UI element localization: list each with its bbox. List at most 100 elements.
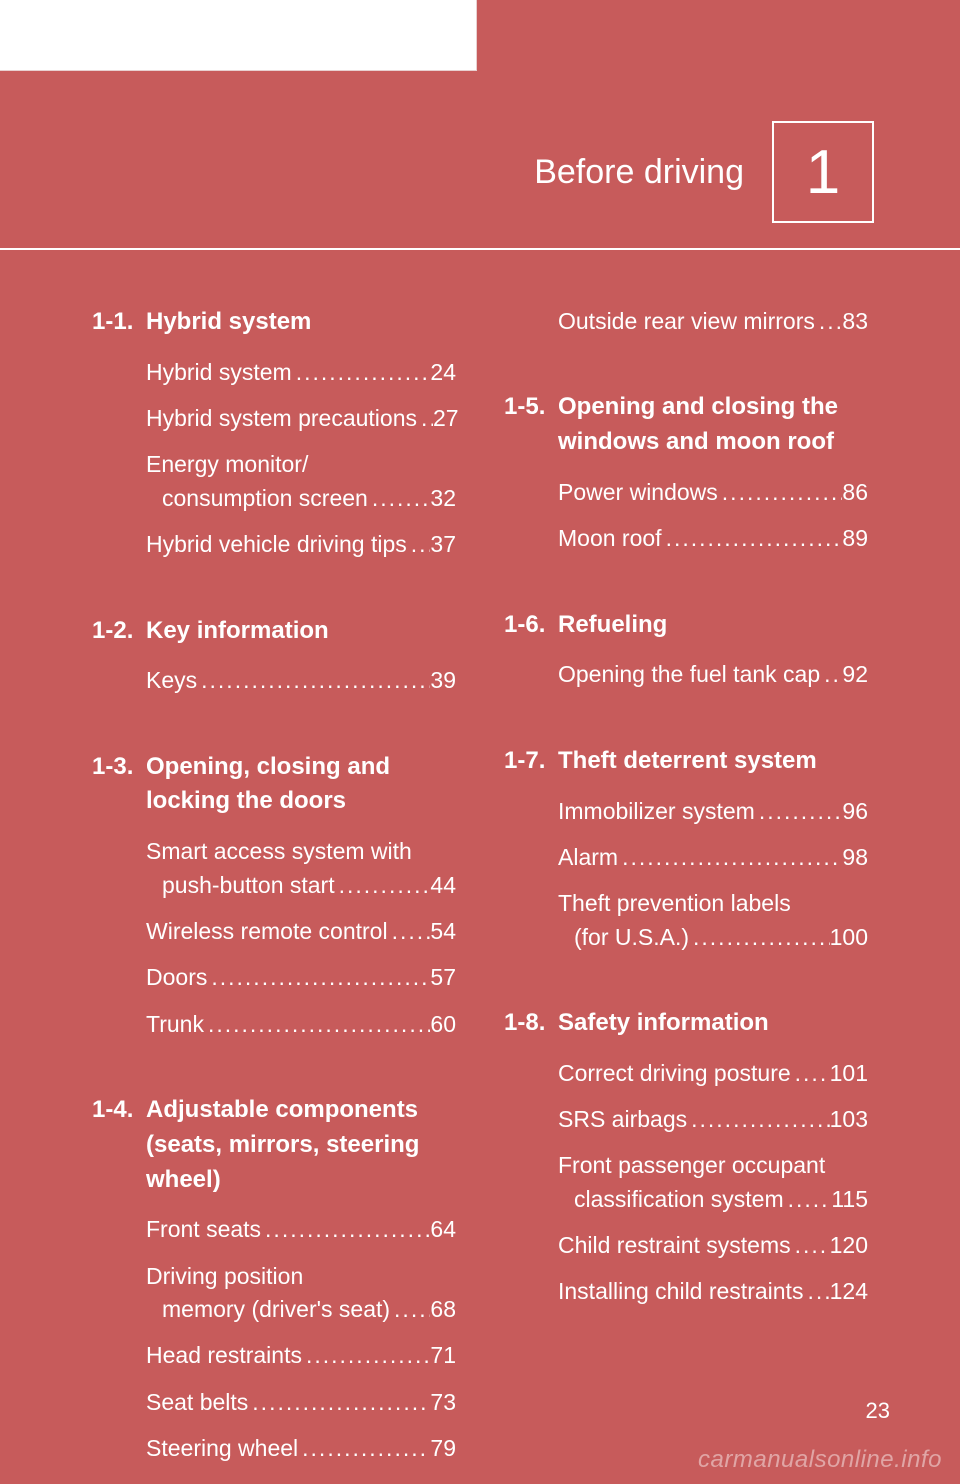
entry-label: consumption screen xyxy=(146,482,368,515)
section-entries: Opening the fuel tank cap...............… xyxy=(504,658,868,691)
section-entries: Outside rear view mirrors...............… xyxy=(504,305,868,338)
entry-label: Theft prevention labels xyxy=(558,887,791,920)
entry-page: 100 xyxy=(830,921,868,954)
entry-line: Hybrid system precautions...............… xyxy=(146,402,456,435)
section-heading: 1-4.Adjustable components (seats, mirror… xyxy=(92,1093,456,1197)
entry-page: 96 xyxy=(842,795,868,828)
entry-line: Hybrid vehicle driving tips.............… xyxy=(146,528,456,561)
toc-section: 1-7.Theft deterrent system Immobilizer sy… xyxy=(504,744,868,954)
tab-cutout xyxy=(0,0,477,71)
toc-entry: Inside rear view mirror.................… xyxy=(146,1478,456,1484)
toc-section: Outside rear view mirrors...............… xyxy=(504,305,868,338)
entry-page: 115 xyxy=(831,1183,868,1216)
entry-line: Immobilizer system......................… xyxy=(558,795,868,828)
section-heading: 1-2.Key information xyxy=(92,614,456,649)
entry-line: consumption screen......................… xyxy=(146,482,456,515)
toc-entry: Child restraint systems.................… xyxy=(558,1229,868,1262)
section-number: 1-7. xyxy=(504,744,558,779)
toc-entry: Keys....................................… xyxy=(146,664,456,697)
watermark: carmanualsonline.info xyxy=(698,1446,942,1474)
entry-label: Child restraint systems xyxy=(558,1229,791,1262)
entry-page: 81 xyxy=(430,1478,456,1484)
toc-section: 1-2.Key information Keys.................… xyxy=(92,614,456,698)
chapter-title: Before driving xyxy=(534,153,744,192)
toc-section: 1-5.Opening and closing the windows and … xyxy=(504,390,868,555)
entry-line: Wireless remote control.................… xyxy=(146,915,456,948)
chapter-header: Before driving 1 xyxy=(86,123,874,221)
section-number: 1-2. xyxy=(92,614,146,649)
entry-page: 39 xyxy=(430,664,456,697)
entry-line: Front passenger occupant xyxy=(558,1149,868,1182)
section-title: Safety information xyxy=(558,1006,769,1041)
toc-entry: Installing child restraints.............… xyxy=(558,1275,868,1308)
section-heading: 1-3.Opening, closing and locking the doo… xyxy=(92,750,456,820)
leader-dots: ........................................… xyxy=(335,869,431,902)
entry-page: 44 xyxy=(430,869,456,902)
section-title: Refueling xyxy=(558,608,667,643)
section-number: 1-5. xyxy=(504,390,558,425)
entry-label: memory (driver's seat) xyxy=(146,1293,390,1326)
entry-line: Power windows...........................… xyxy=(558,476,868,509)
leader-dots: ........................................… xyxy=(791,1229,830,1262)
entry-line: Driving position xyxy=(146,1260,456,1293)
section-title: Hybrid system xyxy=(146,305,311,340)
chapter-number-box: 1 xyxy=(772,121,874,223)
toc-entry: Power windows...........................… xyxy=(558,476,868,509)
toc-entry: Outside rear view mirrors...............… xyxy=(558,305,868,338)
leader-dots: ........................................… xyxy=(755,795,843,828)
entry-line: Outside rear view mirrors...............… xyxy=(558,305,868,338)
entry-label: SRS airbags xyxy=(558,1103,687,1136)
toc-entry: Wireless remote control.................… xyxy=(146,915,456,948)
entry-label: Head restraints xyxy=(146,1339,302,1372)
entry-label: Immobilizer system xyxy=(558,795,755,828)
section-entries: Power windows...........................… xyxy=(504,476,868,556)
entry-page: 83 xyxy=(842,305,868,338)
toc-entry: Immobilizer system......................… xyxy=(558,795,868,828)
entry-line: Alarm...................................… xyxy=(558,841,868,874)
toc-entry: Trunk...................................… xyxy=(146,1008,456,1041)
entry-label: Doors xyxy=(146,961,207,994)
entry-line: Energy monitor/ xyxy=(146,448,456,481)
toc-entry: Energy monitor/consumption screen.......… xyxy=(146,448,456,515)
toc-entry: Driving positionmemory (driver's seat)..… xyxy=(146,1260,456,1327)
entry-line: Seat belts..............................… xyxy=(146,1386,456,1419)
entry-label: Keys xyxy=(146,664,197,697)
entry-label: classification system xyxy=(558,1183,784,1216)
section-entries: Hybrid system...........................… xyxy=(92,356,456,562)
entry-line: Installing child restraints.............… xyxy=(558,1275,868,1308)
leader-dots: ........................................… xyxy=(388,915,431,948)
section-number: 1-3. xyxy=(92,750,146,785)
entry-label: Outside rear view mirrors xyxy=(558,305,815,338)
leader-dots: ........................................… xyxy=(407,528,431,561)
leader-dots: ........................................… xyxy=(803,1275,829,1308)
section-title: Theft deterrent system xyxy=(558,744,817,779)
section-title: Opening, closing and locking the doors xyxy=(146,750,456,820)
entry-line: Theft prevention labels xyxy=(558,887,868,920)
toc-entry: Steering wheel..........................… xyxy=(146,1432,456,1465)
entry-label: Inside rear view mirror xyxy=(146,1478,374,1484)
toc-entry: Alarm...................................… xyxy=(558,841,868,874)
entry-page: 98 xyxy=(842,841,868,874)
toc-entry: Front passenger occupantclassification s… xyxy=(558,1149,868,1216)
leader-dots: ........................................… xyxy=(718,476,843,509)
toc-content: 1-1.Hybrid systemHybrid system..........… xyxy=(92,305,868,1484)
entry-line: Smart access system with xyxy=(146,835,456,868)
entry-label: Moon roof xyxy=(558,522,662,555)
toc-section: 1-3.Opening, closing and locking the doo… xyxy=(92,750,456,1041)
entry-label: Opening the fuel tank cap xyxy=(558,658,820,691)
entry-line: Opening the fuel tank cap...............… xyxy=(558,658,868,691)
section-number: 1-6. xyxy=(504,608,558,643)
toc-entry: Doors...................................… xyxy=(146,961,456,994)
leader-dots: ........................................… xyxy=(687,1103,830,1136)
entry-line: Front seats.............................… xyxy=(146,1213,456,1246)
entry-label: push-button start xyxy=(146,869,335,902)
entry-label: Front passenger occupant xyxy=(558,1149,825,1182)
toc-section: 1-6.Refueling Opening the fuel tank cap..… xyxy=(504,608,868,692)
toc-entry: Theft prevention labels(for U.S.A.).....… xyxy=(558,887,868,954)
entry-label: Hybrid system precautions xyxy=(146,402,417,435)
entry-line: Doors...................................… xyxy=(146,961,456,994)
section-entries: Keys....................................… xyxy=(92,664,456,697)
section-heading: 1-5.Opening and closing the windows and … xyxy=(504,390,868,460)
leader-dots: ........................................… xyxy=(815,305,843,338)
entry-label: Smart access system with xyxy=(146,835,412,868)
